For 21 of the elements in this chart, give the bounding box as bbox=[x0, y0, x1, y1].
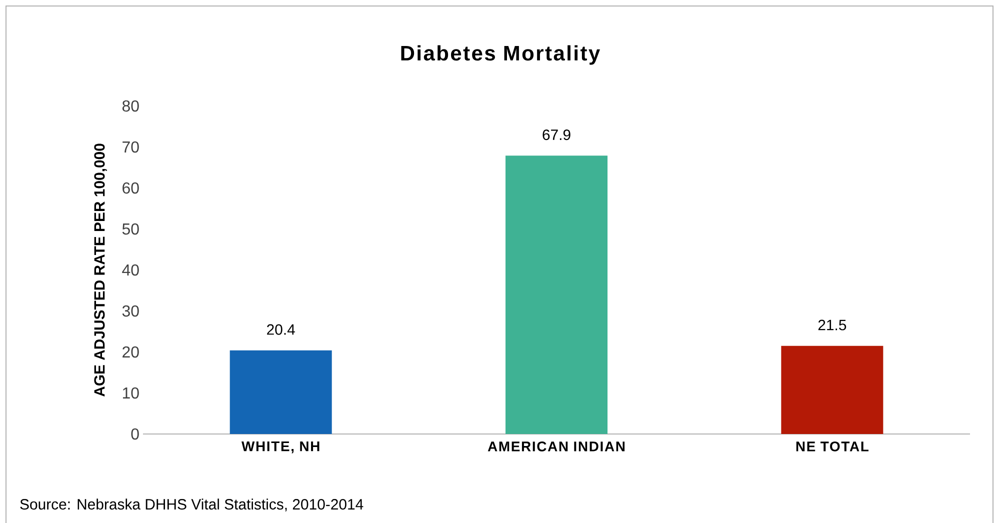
y-tick-label: 50 bbox=[122, 223, 139, 234]
y-tick-label: 30 bbox=[122, 305, 139, 316]
data-label: 67.9 bbox=[542, 129, 570, 140]
x-tick-label: WHITE, NH bbox=[242, 441, 320, 454]
x-tick-label: NE TOTAL bbox=[796, 441, 868, 452]
chart-title: Diabetes Mortality bbox=[401, 45, 600, 65]
data-label: 21.5 bbox=[818, 320, 846, 330]
source-note: Source: Nebraska DHHS Vital Statistics, 2010-2014 bbox=[20, 498, 364, 512]
bar bbox=[230, 350, 332, 434]
bar bbox=[781, 346, 884, 434]
y-tick-label: 20 bbox=[122, 346, 139, 358]
y-tick-label: 40 bbox=[122, 264, 139, 276]
y-tick-label: 0 bbox=[131, 428, 139, 440]
y-tick-label: 70 bbox=[122, 141, 139, 152]
y-axis-title: AGE ADJUSTED RATE PER 100,000 bbox=[94, 143, 107, 396]
y-tick-label: 10 bbox=[122, 387, 139, 398]
y-tick-label: 60 bbox=[122, 182, 139, 194]
bar bbox=[506, 155, 608, 434]
x-tick-label: AMERICAN INDIAN bbox=[488, 441, 625, 452]
data-label: 20.4 bbox=[267, 324, 295, 335]
y-tick-label: 80 bbox=[122, 100, 139, 112]
